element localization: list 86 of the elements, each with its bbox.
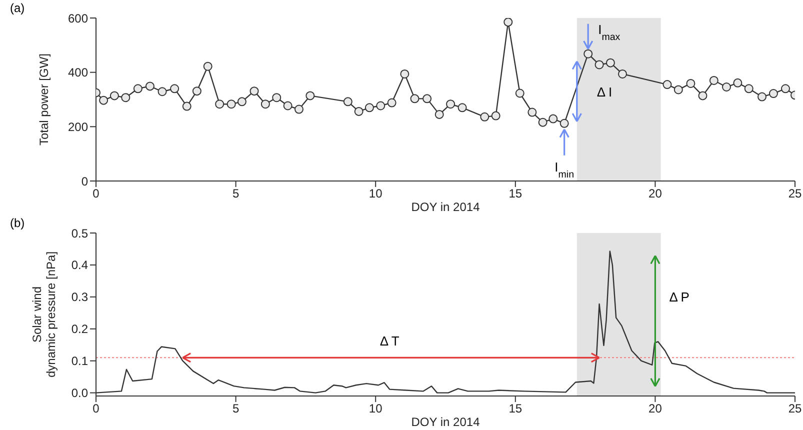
point xyxy=(215,100,224,109)
point xyxy=(434,110,444,119)
y-tick-label: 0.0 xyxy=(71,386,88,400)
annotation: Δ T xyxy=(380,334,400,349)
point xyxy=(306,91,315,100)
point xyxy=(686,78,696,88)
point xyxy=(203,62,212,71)
y-tick-label: 400 xyxy=(68,66,88,80)
point xyxy=(400,69,410,78)
point xyxy=(99,96,108,105)
point xyxy=(364,103,374,112)
point xyxy=(182,102,192,111)
point xyxy=(158,87,167,96)
y-tick-label: 0.5 xyxy=(71,226,88,240)
point xyxy=(722,82,731,92)
point xyxy=(170,84,180,94)
annotation: I$_{min}$ xyxy=(554,159,574,180)
point xyxy=(446,100,456,109)
y-tick-label: 0.3 xyxy=(71,290,88,304)
x-axis-title: DOY in 2014 xyxy=(411,200,480,214)
x-tick-label: 0 xyxy=(92,186,100,201)
y-tick-label: 200 xyxy=(68,120,88,134)
point xyxy=(618,69,627,78)
point xyxy=(294,104,304,114)
annotation: Δ I xyxy=(596,84,612,100)
point xyxy=(538,118,548,127)
y-axis-title: Total power [GW] xyxy=(37,53,51,146)
point xyxy=(528,108,537,117)
point xyxy=(260,100,270,109)
x-tick-label: 25 xyxy=(788,186,802,201)
point xyxy=(354,106,364,116)
point xyxy=(744,84,754,94)
point xyxy=(422,94,432,104)
point xyxy=(709,76,718,85)
point xyxy=(192,86,202,96)
point xyxy=(733,78,742,88)
point xyxy=(698,91,708,100)
point xyxy=(250,86,259,96)
point xyxy=(458,103,467,112)
x-tick-label: 5 xyxy=(232,186,240,201)
y-tick-label: 0.4 xyxy=(71,258,88,272)
y-tick-label: 600 xyxy=(68,11,88,26)
text: (a) xyxy=(10,1,25,15)
point xyxy=(237,97,246,106)
point xyxy=(272,93,282,102)
y-tick-label: 0.1 xyxy=(71,354,88,368)
point xyxy=(491,111,500,120)
point xyxy=(606,58,615,68)
point xyxy=(121,93,130,102)
ref-line-label: Δ P xyxy=(669,289,690,304)
point xyxy=(674,85,683,94)
x-tick-label: 15 xyxy=(508,186,522,201)
point xyxy=(560,118,569,128)
point xyxy=(480,112,490,122)
x-tick-label: 10 xyxy=(368,186,383,201)
text: (b) xyxy=(10,216,25,230)
x-tick-label: 10 xyxy=(368,402,383,416)
point xyxy=(226,100,236,109)
y-tick-label: 0.2 xyxy=(71,322,88,336)
point xyxy=(343,97,352,106)
x-tick-label: 20 xyxy=(648,186,662,201)
point xyxy=(283,101,292,110)
annotation: I$_{max}$ xyxy=(598,22,620,42)
point xyxy=(376,101,386,110)
point xyxy=(515,88,524,98)
x-tick-label: 5 xyxy=(232,402,240,416)
point xyxy=(548,114,558,124)
point xyxy=(594,60,604,70)
point xyxy=(768,89,778,98)
point xyxy=(584,49,593,58)
point xyxy=(133,84,142,94)
x-axis-title: DOY in 2014 xyxy=(411,415,480,429)
point xyxy=(780,84,790,94)
point xyxy=(410,94,420,104)
point xyxy=(758,92,767,102)
x-tick-label: 0 xyxy=(92,402,100,416)
x-tick-label: 25 xyxy=(788,402,802,416)
point xyxy=(110,91,119,100)
y-tick-label: 0 xyxy=(81,174,88,188)
y-axis-title: Solar wind dynamic pressure [nPa] xyxy=(30,251,58,378)
point xyxy=(145,82,154,91)
point xyxy=(387,98,396,108)
x-tick-label: 15 xyxy=(508,402,522,416)
point xyxy=(504,18,513,27)
point xyxy=(662,80,672,90)
x-tick-label: 20 xyxy=(648,402,662,416)
